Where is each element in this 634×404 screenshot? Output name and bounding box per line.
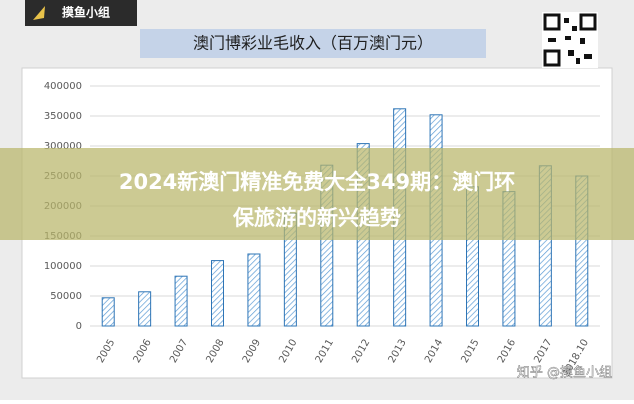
bar xyxy=(101,297,115,327)
banner-line: 2024新澳门精准免费大全349期：澳门环 xyxy=(119,170,515,194)
y-tick-label: 100000 xyxy=(44,261,82,272)
chart-title: 澳门博彩业毛收入（百万澳门元） xyxy=(193,34,433,53)
logo-icon xyxy=(33,6,45,20)
y-tick-label: 300000 xyxy=(44,141,82,152)
y-tick-label: 400000 xyxy=(44,81,82,92)
watermark: 知乎 @摸鱼小组 xyxy=(517,365,612,381)
qr-code xyxy=(542,12,598,68)
y-tick-label: 50000 xyxy=(50,291,82,302)
y-tick-label: 350000 xyxy=(44,111,82,122)
bar xyxy=(138,291,152,327)
banner-line: 保旅游的新兴趋势 xyxy=(232,206,401,230)
y-tick-label: 0 xyxy=(76,321,82,332)
bar xyxy=(247,253,261,327)
logo-text: 摸鱼小组 xyxy=(62,5,110,20)
bar xyxy=(211,260,224,327)
banner xyxy=(0,148,634,240)
bar xyxy=(174,275,188,327)
title-box xyxy=(140,29,486,58)
